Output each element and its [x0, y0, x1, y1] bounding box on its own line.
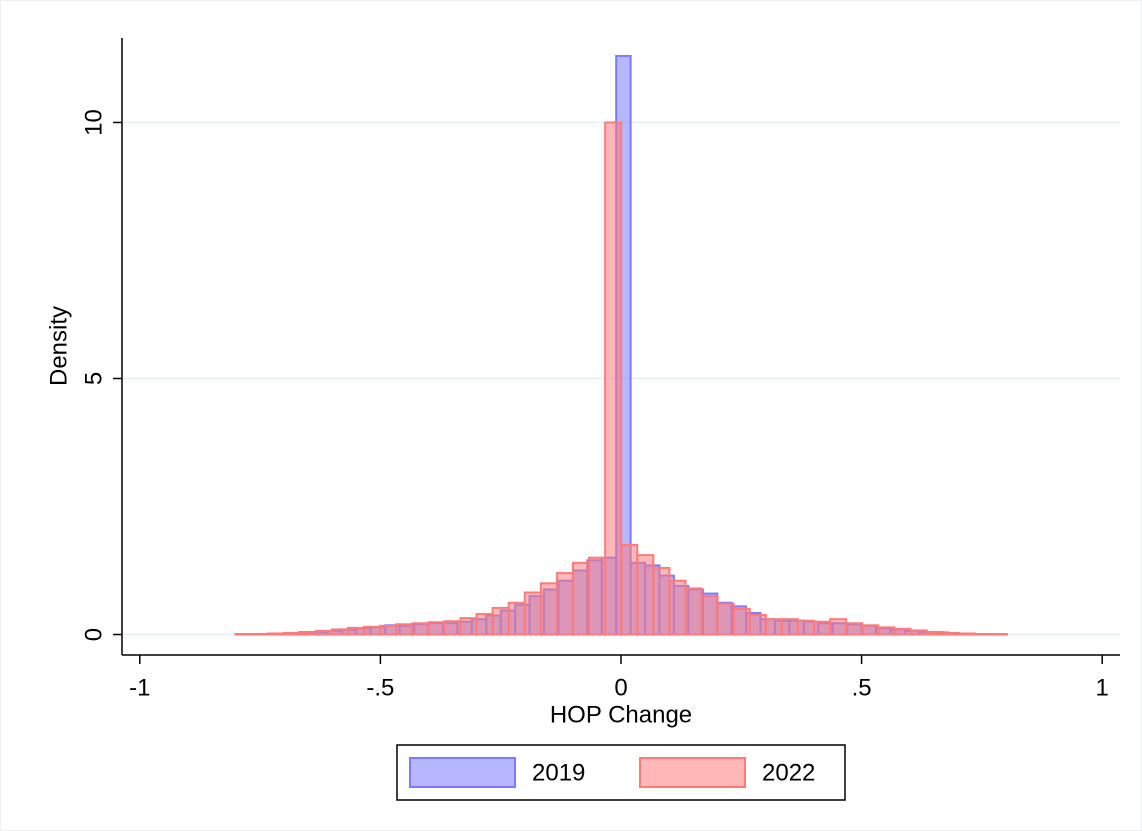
bar: [829, 618, 848, 636]
bar: [346, 626, 366, 636]
bar: [411, 622, 430, 636]
bar: [234, 633, 253, 636]
x-tick-label: 1: [1096, 674, 1109, 701]
bar: [555, 572, 574, 636]
bar: [523, 591, 542, 636]
bar: [941, 631, 960, 636]
bar: [893, 627, 912, 636]
bar: [588, 556, 607, 636]
bar: [282, 631, 301, 636]
bar: [925, 630, 944, 636]
bar: [507, 601, 526, 636]
legend-swatch: [409, 757, 516, 788]
x-tick-label: .5: [852, 674, 872, 701]
y-tick-label: 10: [80, 109, 107, 136]
bar: [395, 623, 414, 636]
bar: [298, 630, 317, 636]
bar: [491, 606, 510, 636]
bar: [861, 624, 880, 636]
bar: [796, 619, 816, 636]
bar: [379, 624, 398, 636]
bar: [330, 628, 349, 636]
y-axis-label: Density: [45, 306, 72, 386]
bar: [957, 632, 976, 636]
bar: [475, 613, 494, 636]
x-tick-label: -.5: [366, 674, 394, 701]
bar: [652, 566, 671, 636]
bar: [684, 587, 703, 636]
bar: [250, 633, 269, 636]
bar: [732, 607, 751, 636]
bar: [700, 595, 719, 636]
bar: [636, 554, 655, 636]
bar: [780, 618, 799, 636]
y-tick-label: 0: [80, 628, 107, 641]
bar: [314, 629, 333, 636]
legend-swatch: [639, 757, 746, 788]
legend-label: 2019: [532, 759, 585, 786]
legend-label: 2022: [762, 759, 815, 786]
bar: [668, 579, 687, 636]
bar: [877, 626, 896, 636]
bar: [748, 614, 767, 636]
bar: [427, 621, 446, 636]
x-tick-label: 0: [614, 674, 627, 701]
bar: [363, 625, 382, 636]
bar: [716, 602, 735, 636]
bar: [909, 629, 928, 636]
bar: [989, 633, 1008, 636]
y-tick-label: 5: [80, 372, 107, 385]
bar: [845, 622, 864, 636]
bar: [266, 632, 285, 636]
bar: [764, 618, 783, 636]
bar: [443, 620, 462, 636]
x-tick-label: -1: [129, 674, 150, 701]
bar: [604, 121, 623, 636]
bar: [620, 543, 639, 636]
bar: [571, 561, 591, 636]
x-axis-label: HOP Change: [550, 701, 692, 728]
bar: [539, 582, 558, 636]
bar: [813, 620, 832, 636]
bar: [973, 633, 992, 636]
bar: [459, 617, 478, 636]
